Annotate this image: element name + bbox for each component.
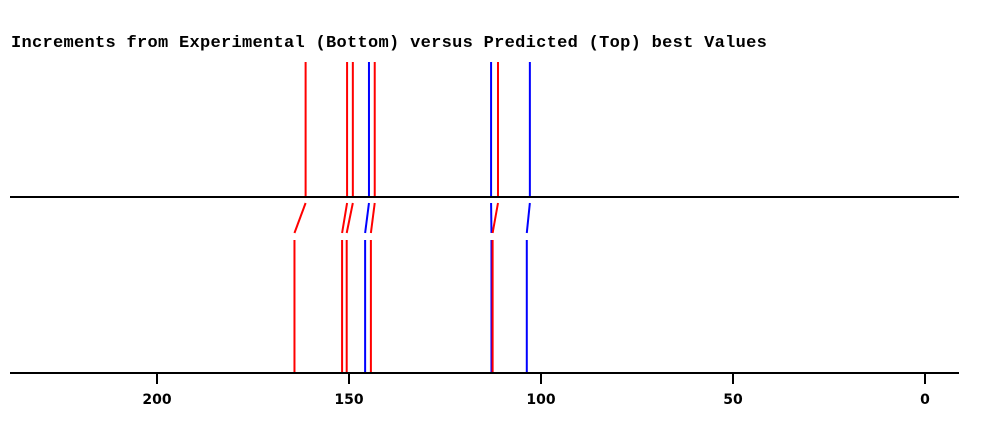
predicted-sticks [304, 62, 531, 197]
connector-line [369, 202, 376, 234]
chart-title: Increments from Experimental (Bottom) ve… [11, 34, 768, 53]
tick-label: 100 [526, 392, 555, 408]
connector-line [341, 202, 349, 234]
connector-line [345, 202, 354, 234]
tick-label: 0 [920, 392, 930, 408]
tick-label: 200 [142, 392, 171, 408]
connector-line [293, 202, 307, 234]
connector-lines [293, 202, 531, 234]
tick-label: 150 [334, 392, 363, 408]
x-axis-ticks: 200 150 100 50 0 [142, 373, 930, 408]
connector-line [491, 202, 499, 234]
experimental-sticks [293, 240, 528, 373]
connector-line [525, 202, 531, 234]
tick-label: 50 [723, 392, 743, 408]
connector-line [364, 202, 370, 234]
